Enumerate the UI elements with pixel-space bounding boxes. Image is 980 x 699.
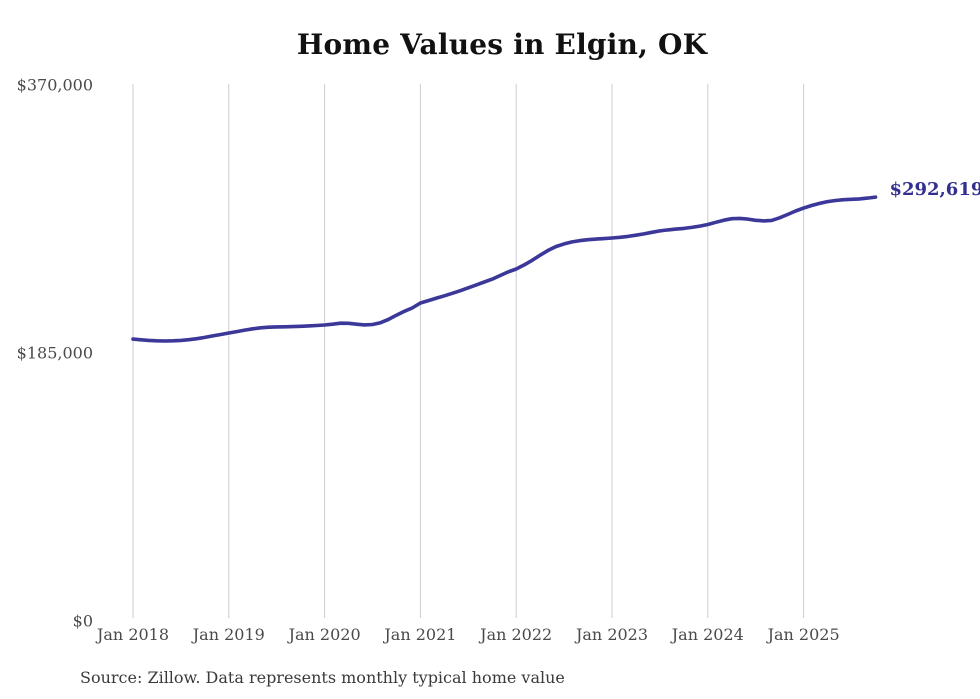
y-tick-185000: $185,000 [17,344,93,363]
x-tick-jan-2021: Jan 2021 [382,625,456,644]
y-tick-370000: $370,000 [17,76,93,95]
y-tick-0: $0 [73,612,93,631]
x-tick-jan-2024: Jan 2024 [670,625,744,644]
chart-title: Home Values in Elgin, OK [296,28,708,61]
x-tick-jan-2018: Jan 2018 [95,625,169,644]
x-tick-jan-2019: Jan 2019 [191,625,265,644]
x-tick-jan-2022: Jan 2022 [478,625,552,644]
x-tick-jan-2020: Jan 2020 [287,625,361,644]
x-tick-jan-2025: Jan 2025 [766,625,840,644]
x-tick-jan-2023: Jan 2023 [574,625,648,644]
source-note: Source: Zillow. Data represents monthly … [80,668,565,687]
home-value-line [131,195,878,343]
line-end-value-label: $292,619 [889,179,980,201]
